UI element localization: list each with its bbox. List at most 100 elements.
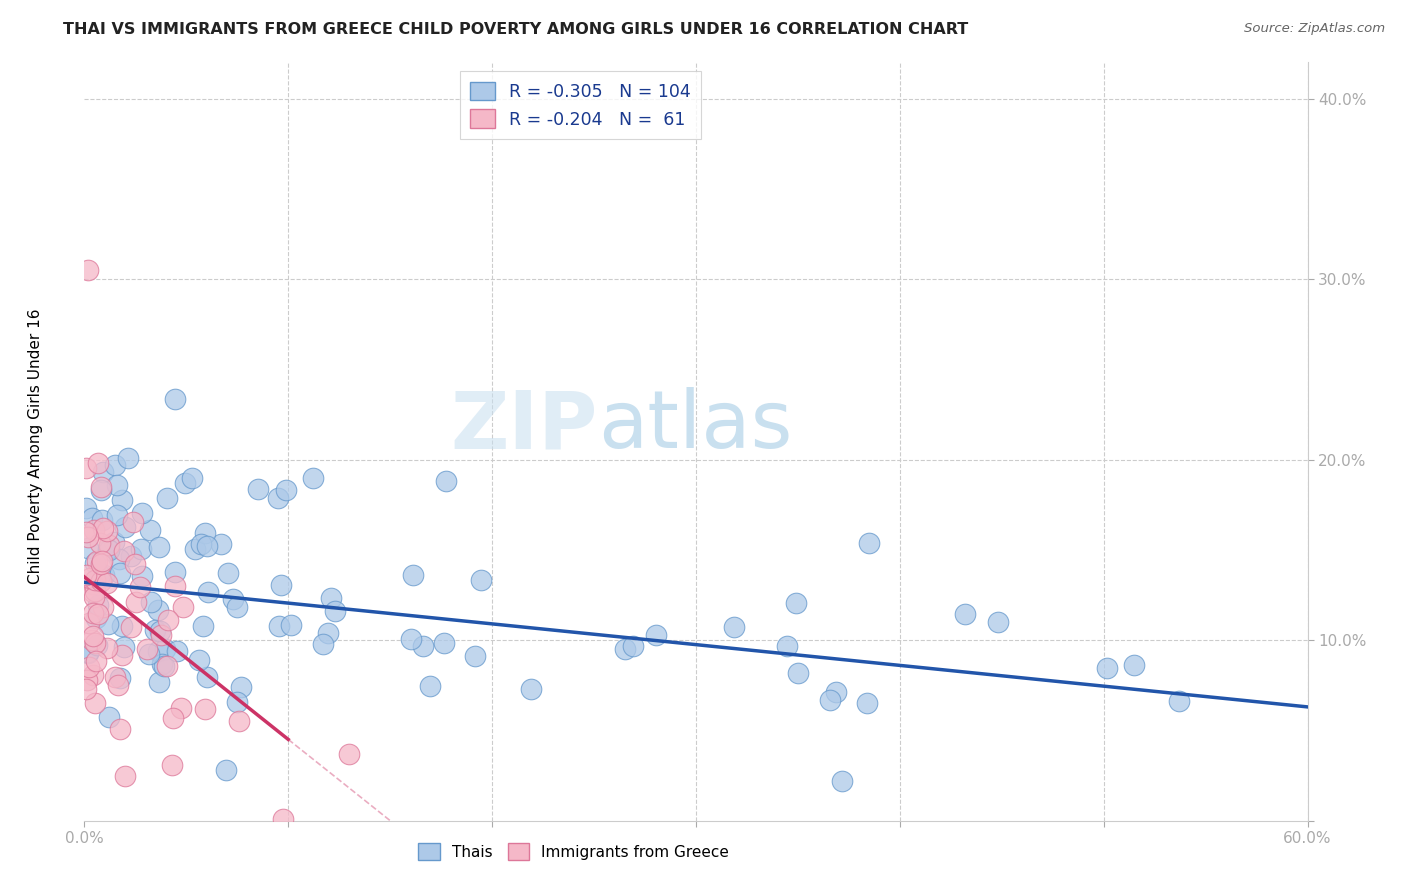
Point (103, 670, 125, 684)
Point (107, 678, 129, 692)
Point (831, 773, 853, 788)
Point (121, 515, 143, 529)
Text: atlas: atlas (598, 387, 793, 466)
Point (156, 491, 179, 505)
Point (82, 585, 104, 599)
Point (97, 542, 120, 557)
Point (723, 619, 745, 633)
Point (135, 642, 157, 657)
Point (86, 607, 108, 622)
Point (90, 483, 112, 498)
Point (776, 639, 799, 653)
Point (105, 477, 128, 491)
Point (319, 591, 342, 605)
Point (104, 458, 127, 472)
Point (80, 511, 103, 525)
Point (89, 535, 111, 549)
Point (156, 613, 179, 627)
Point (228, 714, 250, 728)
Point (90, 513, 112, 527)
Point (162, 711, 184, 725)
Point (89, 568, 111, 582)
Point (91, 521, 114, 535)
Point (76, 673, 98, 688)
Point (79, 571, 101, 585)
Point (402, 567, 425, 582)
Point (464, 648, 486, 663)
Point (1095, 661, 1118, 675)
Point (107, 508, 129, 522)
Point (91, 554, 114, 568)
Point (114, 769, 136, 783)
Point (184, 542, 207, 557)
Legend: Thais, Immigrants from Greece: Thais, Immigrants from Greece (412, 838, 735, 866)
Point (785, 597, 807, 611)
Point (226, 695, 249, 709)
Point (148, 540, 170, 554)
Point (337, 747, 360, 761)
Point (143, 623, 166, 637)
Point (76, 530, 98, 544)
Point (83, 523, 105, 537)
Point (1168, 694, 1191, 708)
Point (165, 579, 187, 593)
Point (209, 536, 232, 550)
Point (195, 670, 218, 684)
Point (129, 542, 152, 557)
Point (434, 474, 457, 488)
Point (86, 638, 108, 652)
Point (217, 566, 239, 581)
Point (75, 524, 97, 539)
Point (229, 680, 252, 694)
Point (180, 470, 202, 484)
Point (84, 655, 107, 669)
Point (107, 552, 129, 566)
Point (108, 566, 131, 580)
Point (172, 600, 194, 615)
Point (97, 709, 120, 723)
Point (77, 616, 100, 631)
Point (820, 693, 842, 707)
Point (112, 640, 135, 654)
Point (77, 646, 100, 660)
Point (112, 543, 135, 558)
Point (987, 615, 1010, 629)
Point (75, 682, 97, 697)
Point (302, 471, 325, 485)
Point (160, 758, 183, 772)
Point (77, 541, 100, 556)
Point (87, 456, 110, 470)
Point (152, 659, 174, 673)
Point (323, 604, 346, 618)
Point (195, 539, 218, 553)
Point (124, 595, 146, 609)
Point (97, 538, 120, 552)
Point (139, 523, 162, 537)
Point (96, 575, 118, 590)
Point (222, 591, 245, 606)
Point (312, 637, 335, 651)
Point (77, 263, 100, 277)
Point (225, 599, 247, 614)
Point (267, 491, 290, 505)
Point (955, 607, 977, 621)
Point (787, 666, 810, 681)
Point (82, 606, 104, 620)
Point (84, 611, 107, 625)
Point (163, 392, 186, 407)
Point (141, 595, 163, 609)
Point (399, 632, 422, 646)
Point (120, 549, 142, 563)
Point (83, 573, 105, 587)
Point (96, 640, 118, 655)
Point (412, 639, 434, 653)
Point (193, 526, 215, 541)
Point (111, 648, 134, 663)
Point (114, 519, 136, 533)
Point (82, 629, 104, 643)
Point (83, 696, 105, 710)
Point (128, 580, 150, 594)
Point (148, 675, 170, 690)
Point (90, 557, 112, 571)
Point (470, 573, 492, 587)
